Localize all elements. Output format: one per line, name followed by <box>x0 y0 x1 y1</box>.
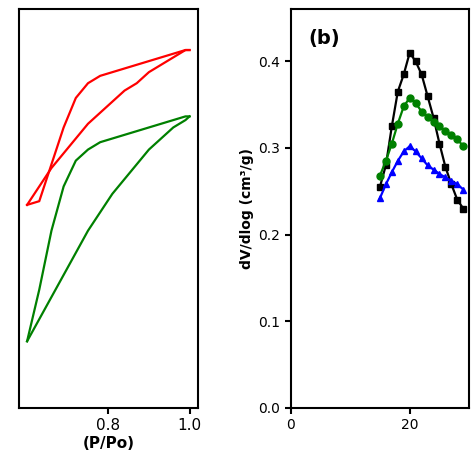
X-axis label: (P/Po): (P/Po) <box>82 436 134 451</box>
Text: (b): (b) <box>309 29 340 48</box>
Y-axis label: dV/dlog (cm³/g): dV/dlog (cm³/g) <box>240 148 254 269</box>
